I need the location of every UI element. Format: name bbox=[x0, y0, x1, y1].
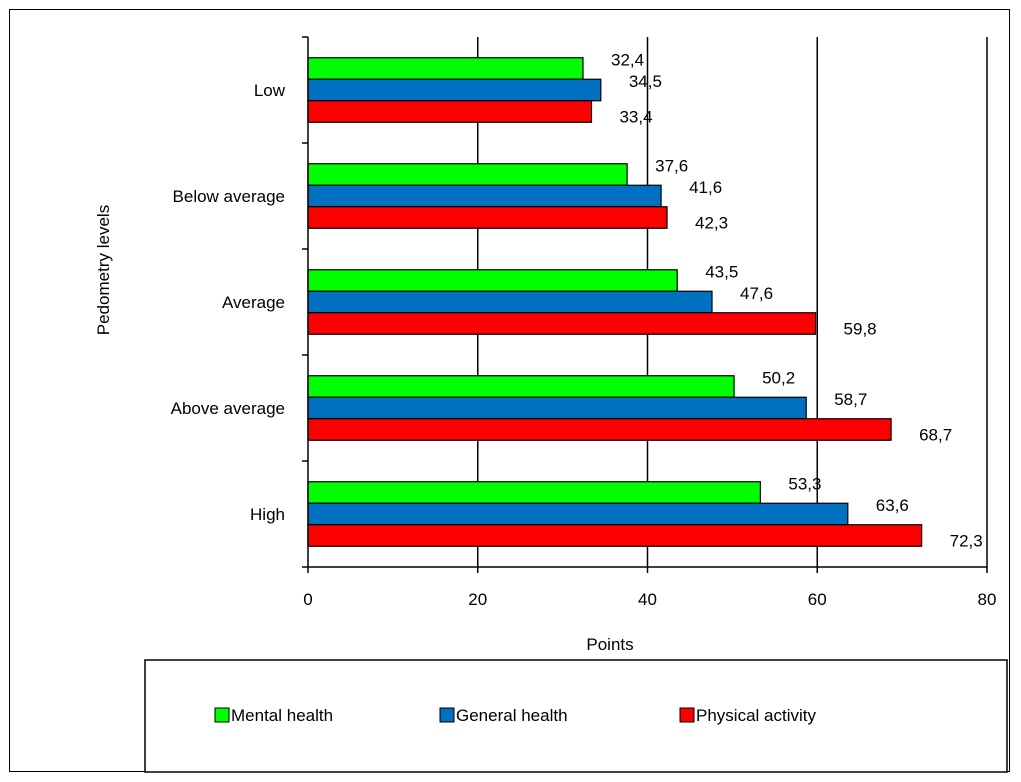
data-label: 59,8 bbox=[844, 320, 877, 339]
bar-mental-health bbox=[307, 375, 735, 398]
labels: 0 20 40 60 80 Low 32,4 34,5 33,4 Below average 37,… bbox=[171, 51, 997, 610]
legend-swatch-mental-health bbox=[214, 707, 230, 723]
bar-mental-health bbox=[307, 269, 678, 292]
data-label: 63,6 bbox=[876, 496, 909, 515]
legend-label: Mental health bbox=[231, 706, 333, 725]
data-label: 72,3 bbox=[950, 532, 983, 551]
bar-physical-activity bbox=[307, 418, 892, 441]
data-label: 68,7 bbox=[919, 426, 952, 445]
data-label: 47,6 bbox=[740, 284, 773, 303]
bar-mental-health bbox=[307, 163, 628, 186]
category-label: Low bbox=[254, 81, 286, 100]
bar-mental-health bbox=[307, 481, 761, 504]
bar-general-health bbox=[307, 78, 602, 102]
data-label: 58,7 bbox=[834, 390, 867, 409]
category-label: Average bbox=[222, 293, 285, 312]
x-tick-label: 40 bbox=[638, 590, 657, 609]
x-tick-label: 60 bbox=[808, 590, 827, 609]
category-label: High bbox=[250, 505, 285, 524]
bar-physical-activity bbox=[307, 524, 923, 547]
data-label: 37,6 bbox=[655, 157, 688, 176]
bar-general-health bbox=[307, 290, 713, 314]
category-label: Above average bbox=[171, 399, 285, 418]
data-label: 43,5 bbox=[705, 263, 738, 282]
x-tick-label: 80 bbox=[978, 590, 997, 609]
bar-physical-activity bbox=[307, 100, 593, 123]
bars bbox=[307, 57, 923, 547]
bar-physical-activity bbox=[307, 312, 817, 335]
bar-general-health bbox=[307, 502, 849, 526]
data-label: 32,4 bbox=[611, 51, 644, 70]
bar-general-health bbox=[307, 396, 807, 420]
legend-label: General health bbox=[456, 706, 568, 725]
bar-general-health bbox=[307, 184, 662, 208]
x-tick-label: 20 bbox=[468, 590, 487, 609]
legend-swatch-general-health bbox=[439, 707, 455, 723]
legend-label: Physical activity bbox=[696, 706, 816, 725]
x-tick-label: 0 bbox=[303, 590, 312, 609]
x-axis-title: Points bbox=[586, 635, 633, 654]
legend: Mental health General health Physical acti… bbox=[144, 659, 1008, 773]
legend-swatch-physical-activity bbox=[679, 707, 695, 723]
data-label: 50,2 bbox=[762, 369, 795, 388]
category-label: Below average bbox=[173, 187, 285, 206]
data-label: 33,4 bbox=[619, 108, 652, 127]
data-label: 34,5 bbox=[629, 72, 662, 91]
y-axis-title: Pedometry levels bbox=[94, 205, 113, 335]
bar-physical-activity bbox=[307, 206, 668, 229]
data-label: 41,6 bbox=[689, 178, 722, 197]
data-label: 42,3 bbox=[695, 214, 728, 233]
axes bbox=[302, 36, 988, 573]
data-label: 53,3 bbox=[788, 475, 821, 494]
bar-mental-health bbox=[307, 57, 584, 80]
legend-box bbox=[144, 659, 1008, 773]
